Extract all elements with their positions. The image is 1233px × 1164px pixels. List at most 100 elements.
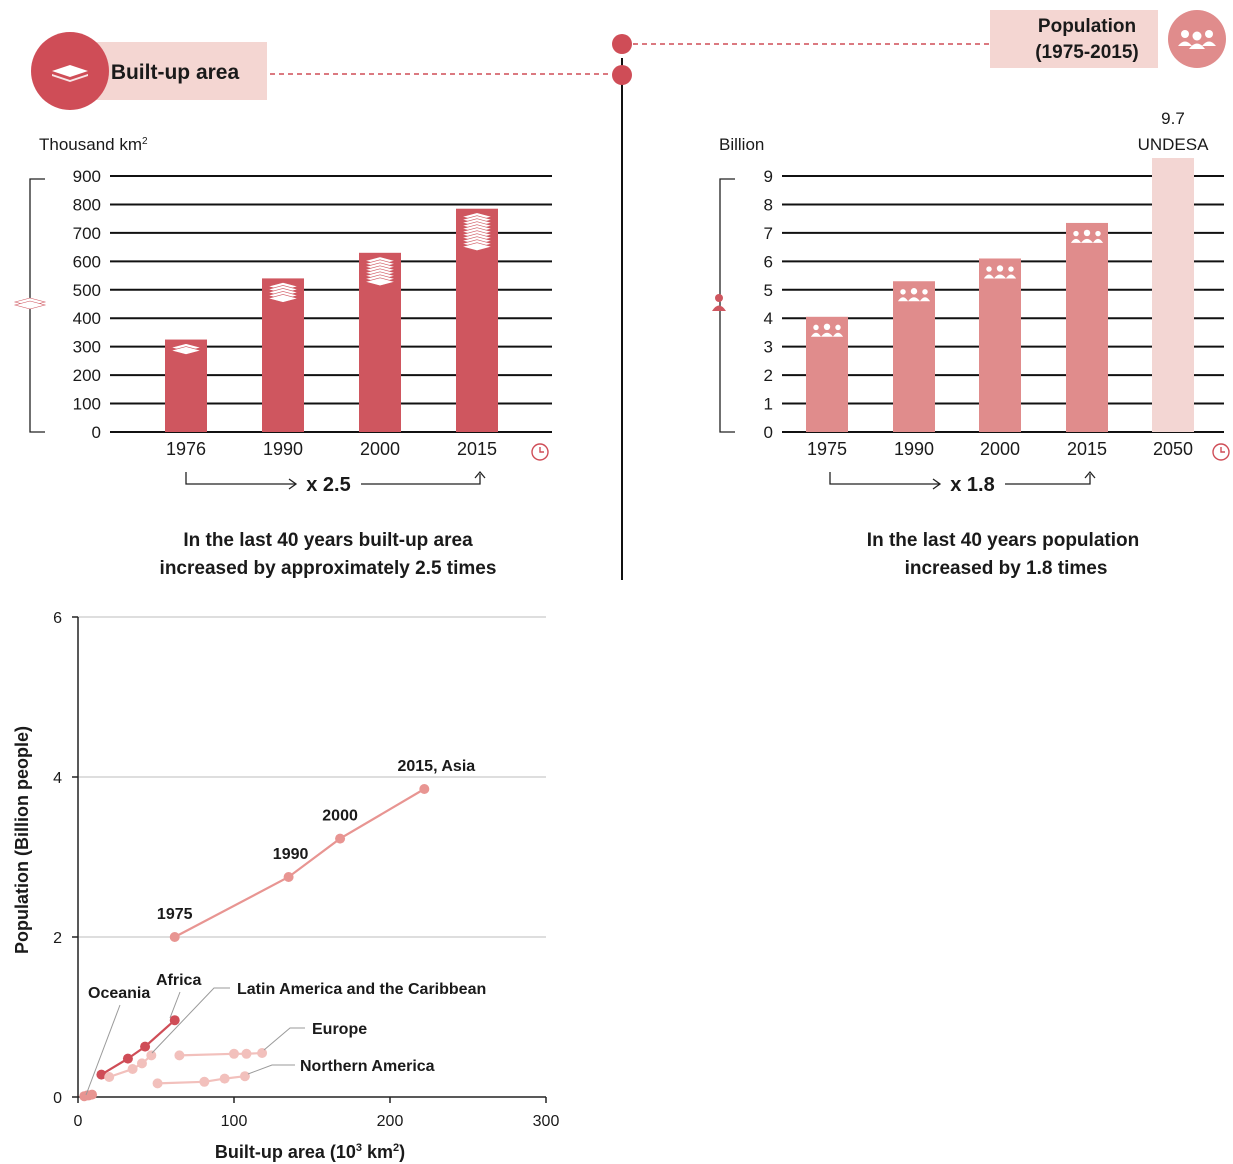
person-head [715, 294, 723, 302]
person-icon [712, 294, 726, 311]
person-body [919, 297, 931, 302]
data-point [96, 1069, 107, 1080]
population-vs-builtup-line-chart: 0 2 4 6 0 100 200 300 Built-up area (103 km2) Pop… [12, 610, 559, 1162]
person-body [1092, 238, 1104, 243]
y-tick-label: 4 [53, 770, 62, 787]
point-label: 2000 [322, 808, 358, 825]
leader-line [263, 1027, 305, 1051]
people-group-icon [1178, 30, 1216, 49]
x-axis-title-end: ) [399, 1142, 405, 1162]
person-body [1070, 238, 1082, 243]
data-point [140, 1041, 151, 1052]
layer-sheet [460, 242, 494, 252]
x-axis-title-sup: 3 [356, 1142, 362, 1154]
growth-arrowhead [288, 478, 298, 490]
growth-arrow-left [185, 472, 296, 485]
layer-sheet [169, 346, 203, 355]
pop-axis-bracket [719, 178, 735, 433]
y-tick-label: 5 [764, 281, 773, 300]
person-body [832, 332, 844, 337]
person-head [1095, 230, 1101, 237]
clock-face [531, 443, 549, 461]
growth-arrow-right [1005, 474, 1091, 485]
data-point [146, 1050, 157, 1061]
y-tick-label: 0 [92, 423, 101, 442]
leader-line [169, 991, 181, 1019]
x-tick-label: 0 [74, 1113, 83, 1130]
series-label: Africa [156, 972, 201, 989]
data-point [122, 1053, 133, 1064]
x-tick-label: 300 [533, 1113, 560, 1130]
person-head [1008, 266, 1014, 272]
series-line-asia [174, 788, 425, 938]
person-body [712, 305, 726, 311]
y-tick-label: 800 [73, 195, 101, 214]
y-tick-label: 300 [73, 338, 101, 357]
x-tick-label: 100 [221, 1113, 248, 1130]
x-tick-label: 1990 [263, 439, 303, 459]
y-tick-label: 700 [73, 224, 101, 243]
y-tick-label: 100 [73, 395, 101, 414]
built-timeline-dot [612, 65, 632, 85]
y-axis-title: Population (Billion people) [12, 726, 32, 954]
layer-sheet [266, 294, 300, 303]
series-label: Northern America [300, 1058, 435, 1075]
person-body [994, 274, 1006, 279]
data-point [169, 1015, 180, 1026]
y-tick-label: 400 [73, 309, 101, 328]
y-tick-label: 0 [764, 423, 773, 442]
data-point [169, 932, 180, 942]
clock-face [1212, 443, 1230, 461]
leader-line [85, 1004, 121, 1096]
people-group-icon [983, 265, 1017, 279]
people-group-icon [897, 288, 931, 302]
series-line-africa [100, 1019, 176, 1076]
pop-banner [990, 10, 1158, 68]
person-head [996, 265, 1004, 272]
y-tick-label: 0 [53, 1090, 62, 1107]
data-point [335, 833, 346, 844]
built-summary-line1: In the last 40 years built-up area [183, 530, 473, 551]
header-group: Built-up area Population (1975-2015) [31, 10, 1226, 580]
growth-label: x 1.8 [950, 474, 994, 496]
clock-hands [1220, 447, 1225, 453]
data-point [87, 1089, 98, 1100]
y-tick-label: 1 [764, 395, 773, 414]
leader-line [247, 1064, 295, 1075]
data-point [152, 1078, 163, 1089]
built-banner-title: Built-up area [111, 61, 240, 84]
series-label: Oceania [88, 985, 150, 1002]
x-tick-label: 2050 [1153, 439, 1193, 459]
person-body [897, 297, 909, 302]
y-tick-label: 6 [764, 252, 773, 271]
y-tick-label: 200 [73, 366, 101, 385]
person-head [835, 324, 841, 331]
y-tick-label: 6 [53, 610, 62, 627]
person-head [823, 323, 831, 330]
growth-arrow-right [361, 474, 481, 485]
bar-1990 [893, 281, 935, 432]
pop-timeline-dot [612, 34, 632, 54]
pop-banner-title-line1: Population [1038, 16, 1136, 37]
y-tick-label: 500 [73, 281, 101, 300]
person-head [910, 288, 918, 295]
stacked-layers-icon [13, 297, 47, 310]
y-tick-label: 8 [764, 195, 773, 214]
forecast-source-label: UNDESA [1138, 135, 1210, 154]
pop-unit-label: Billion [719, 135, 764, 154]
person-head [813, 324, 819, 331]
leader-line [151, 987, 230, 1054]
stacked-layers-icon [52, 65, 88, 82]
growth-arrowhead-up [1084, 470, 1096, 479]
person-body [983, 274, 995, 279]
x-tick-label: 2015 [457, 439, 497, 459]
person-body [821, 332, 833, 337]
x-tick-label: 1990 [894, 439, 934, 459]
y-tick-label: 3 [764, 338, 773, 357]
built-unit-label: Thousand km2 [39, 135, 148, 154]
data-point [257, 1048, 268, 1058]
bar-2050 [1152, 158, 1194, 432]
data-point [127, 1064, 138, 1074]
x-axis-title-unit: km [362, 1142, 393, 1162]
